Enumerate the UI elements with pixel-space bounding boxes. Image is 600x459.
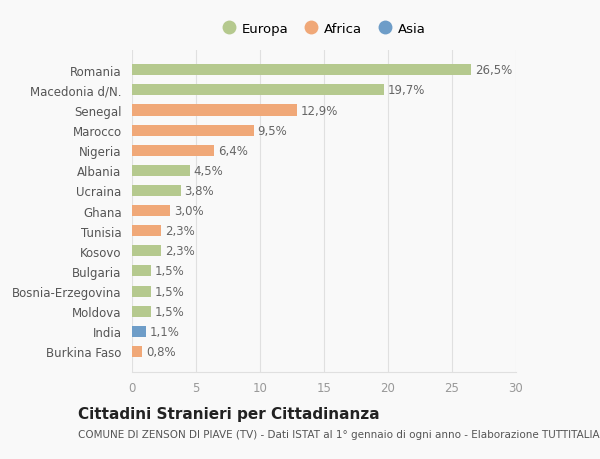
Bar [132,65,471,76]
Text: 1,5%: 1,5% [155,305,185,318]
Bar [132,226,161,237]
Text: 2,3%: 2,3% [165,225,195,238]
Text: 9,5%: 9,5% [257,124,287,137]
Bar [132,165,190,177]
Bar [132,326,146,337]
Bar [132,266,151,277]
Bar [132,105,297,116]
Text: 0,8%: 0,8% [146,345,176,358]
Bar [132,346,142,357]
Text: 1,5%: 1,5% [155,265,185,278]
Bar [132,206,170,217]
Bar [132,125,254,136]
Text: 26,5%: 26,5% [475,64,512,77]
Text: 3,8%: 3,8% [184,185,214,197]
Text: 4,5%: 4,5% [193,164,223,178]
Text: 1,5%: 1,5% [155,285,185,298]
Bar [132,146,214,157]
Text: Cittadini Stranieri per Cittadinanza: Cittadini Stranieri per Cittadinanza [78,406,380,421]
Bar [132,286,151,297]
Bar [132,185,181,196]
Text: 12,9%: 12,9% [301,104,338,117]
Text: 6,4%: 6,4% [218,145,248,157]
Bar [132,85,384,96]
Text: COMUNE DI ZENSON DI PIAVE (TV) - Dati ISTAT al 1° gennaio di ogni anno - Elabora: COMUNE DI ZENSON DI PIAVE (TV) - Dati IS… [78,429,600,439]
Text: 19,7%: 19,7% [388,84,425,97]
Text: 1,1%: 1,1% [150,325,180,338]
Legend: Europa, Africa, Asia: Europa, Africa, Asia [218,18,430,40]
Bar [132,306,151,317]
Text: 2,3%: 2,3% [165,245,195,258]
Bar [132,246,161,257]
Text: 3,0%: 3,0% [174,205,204,218]
